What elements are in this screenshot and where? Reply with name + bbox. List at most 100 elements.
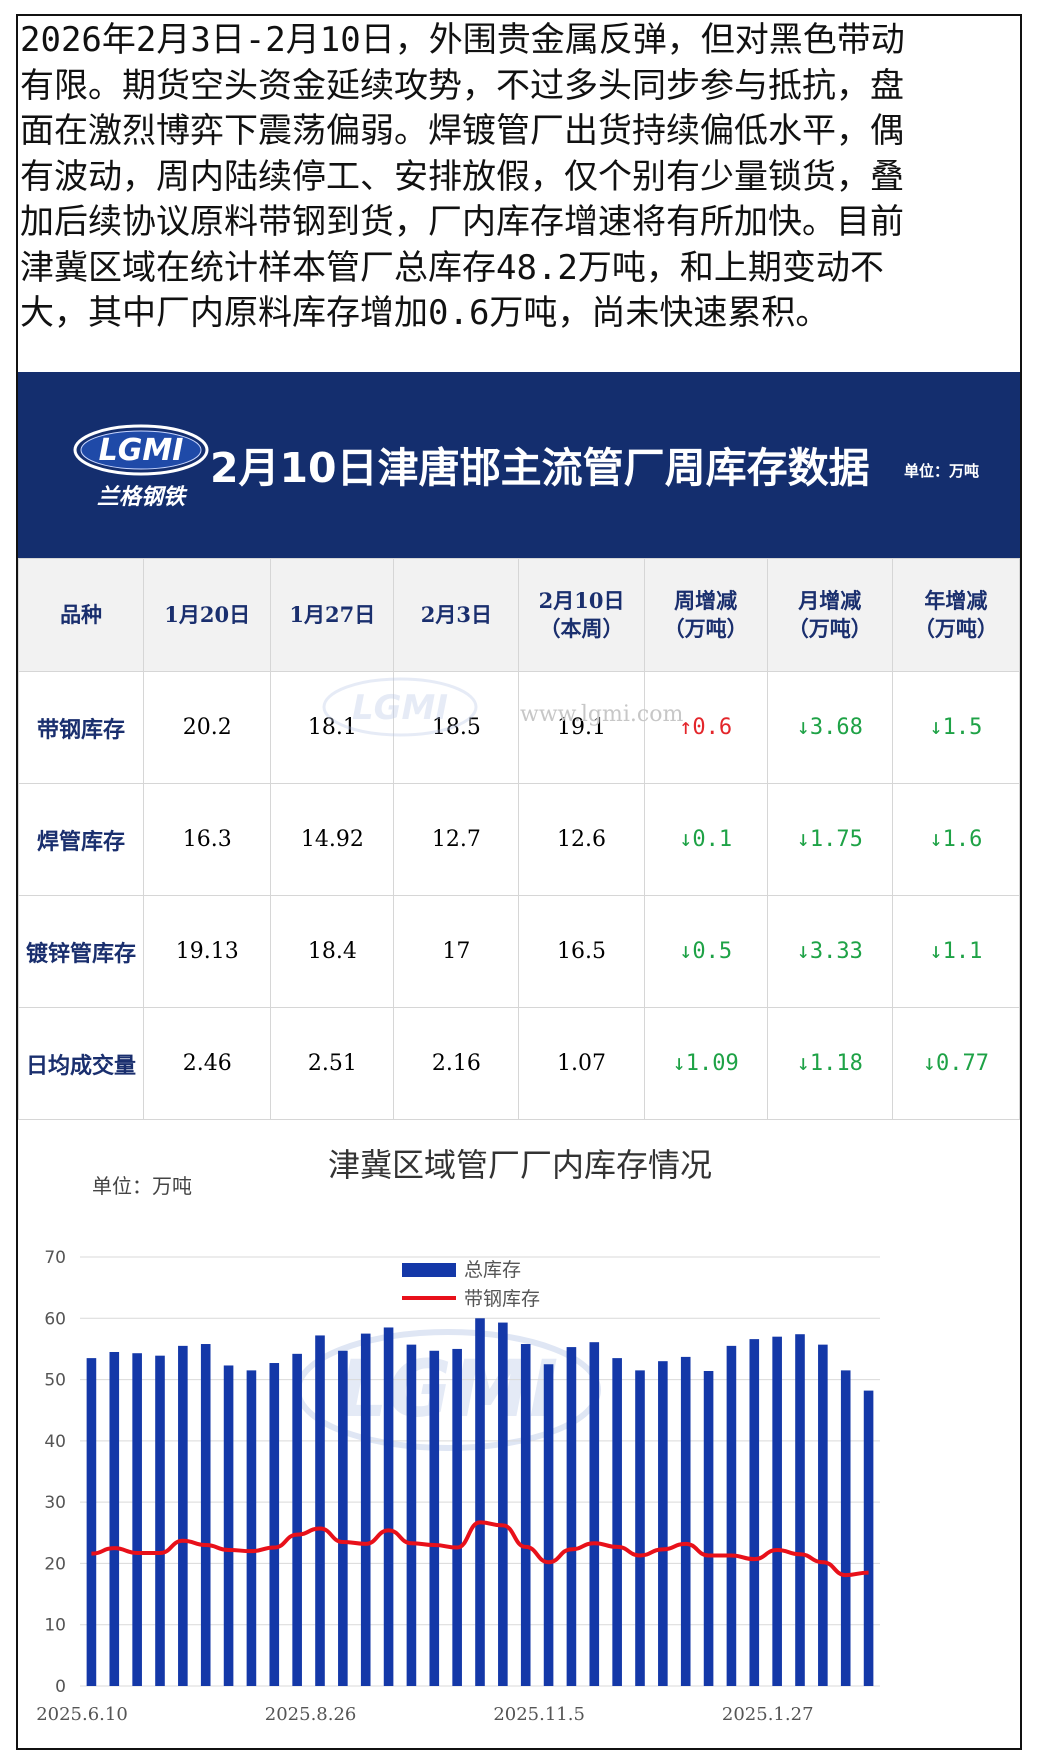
value-cell: 20.2 — [143, 671, 272, 784]
table-header-cell: 月增减 （万吨） — [766, 558, 893, 672]
bar-total-inventory — [680, 1356, 691, 1686]
table-header-cell: 品种 — [17, 558, 145, 672]
value-cell: 1.07 — [518, 1007, 645, 1120]
change-cell: ↓1.75 — [766, 783, 893, 896]
bar-total-inventory — [520, 1344, 531, 1686]
chart-unit-label: 单位：万吨 — [92, 1174, 192, 1198]
arrow-up-icon: ↑ — [679, 715, 693, 740]
header-text: 2月10日 — [538, 588, 625, 613]
change-value: 0.6 — [692, 715, 733, 740]
data-banner: LGMI 兰格钢铁 2月10日津唐邯主流管厂周库存数据 单位：万吨 — [18, 372, 1020, 558]
logo-subtext: 兰格钢铁 — [97, 484, 188, 510]
value-cell: 2.16 — [393, 1007, 520, 1120]
y-tick-label: 60 — [44, 1309, 66, 1329]
table-header-cell: 年增减 （万吨） — [891, 558, 1021, 672]
table-row: 镀锌管库存 19.13 18.4 17 16.5 ↓0.5 ↓3.33 ↓1.1 — [17, 895, 1021, 1008]
value-cell: 17 — [393, 895, 520, 1008]
change-cell: ↓0.1 — [643, 783, 768, 896]
bar-total-inventory — [132, 1353, 142, 1686]
table-header-cell: 2月3日 — [393, 558, 520, 672]
row-label: 镀锌管库存 — [17, 895, 145, 1008]
bar-total-inventory — [612, 1358, 622, 1686]
bar-total-inventory — [292, 1353, 302, 1686]
change-value: 1.1 — [942, 939, 983, 964]
bar-total-inventory — [246, 1370, 257, 1686]
header-text: （本周） — [539, 616, 624, 641]
change-cell: ↓0.77 — [891, 1007, 1021, 1120]
bar-total-inventory — [269, 1363, 280, 1686]
watermark-url: www.lgmi.com — [520, 702, 684, 727]
bar-total-inventory — [635, 1370, 645, 1686]
outer-frame — [16, 14, 1022, 1750]
change-value: 3.68 — [809, 715, 863, 740]
arrow-down-icon: ↓ — [679, 939, 693, 964]
change-value: 1.75 — [809, 827, 863, 852]
bar-total-inventory — [86, 1358, 97, 1686]
arrow-down-icon: ↓ — [672, 1051, 686, 1076]
x-tick-label: 2025.11.5 — [493, 1704, 585, 1725]
bar-total-inventory — [658, 1361, 668, 1686]
change-value: 1.18 — [809, 1051, 863, 1076]
change-cell: ↓1.6 — [891, 783, 1021, 896]
header-text: （万吨） — [787, 616, 872, 641]
change-value: 1.09 — [685, 1051, 739, 1076]
table-header-cell: 1月20日 — [143, 558, 272, 672]
x-tick-label: 2025.1.27 — [722, 1704, 814, 1725]
bar-total-inventory — [863, 1390, 874, 1686]
header-text: 月增减 — [798, 588, 862, 613]
table-header-cell: 1月27日 — [270, 558, 395, 672]
bar-total-inventory — [178, 1345, 188, 1686]
change-value: 0.5 — [692, 939, 733, 964]
bar-total-inventory — [315, 1335, 325, 1686]
bar-total-inventory — [566, 1347, 577, 1686]
arrow-down-icon: ↓ — [796, 1051, 810, 1076]
header-text: 年增减 — [924, 588, 988, 613]
watermark-logo: LGMI — [322, 677, 478, 737]
row-label: 焊管库存 — [17, 783, 145, 896]
banner-unit: 单位：万吨 — [904, 462, 980, 480]
change-cell: ↓1.09 — [643, 1007, 768, 1120]
change-value: 1.5 — [942, 715, 983, 740]
value-cell: 2.46 — [143, 1007, 272, 1120]
value-cell: 18.4 — [270, 895, 395, 1008]
x-tick-label: 2025.6.10 — [36, 1704, 128, 1725]
arrow-down-icon: ↓ — [679, 827, 693, 852]
bar-total-inventory — [429, 1350, 440, 1686]
value-cell: 12.7 — [393, 783, 520, 896]
change-cell: ↓3.68 — [766, 671, 893, 784]
table-header-row: 品种 1月20日 1月27日 2月3日 2月10日 （本周） 周增减 （万吨） 月增减 （万吨）年… — [17, 558, 1021, 672]
legend-swatch-total — [402, 1263, 456, 1277]
y-tick-label: 0 — [55, 1677, 66, 1697]
change-cell: ↓3.33 — [766, 895, 893, 1008]
table-header-cell: 周增减 （万吨） — [643, 558, 768, 672]
arrow-down-icon: ↓ — [929, 715, 943, 740]
logo-letters: LGMI — [99, 433, 184, 468]
summary-line: 2026年2月3日-2月10日，外围贵金属反弹，但对黑色带动 — [20, 20, 905, 60]
change-cell: ↓1.5 — [891, 671, 1021, 784]
y-tick-label: 70 — [44, 1248, 66, 1268]
summary-paragraph: 2026年2月3日-2月10日，外围贵金属反弹，但对黑色带动 有限。期货空头资金延… — [20, 18, 1010, 337]
change-value: 3.33 — [809, 939, 863, 964]
arrow-down-icon: ↓ — [796, 939, 810, 964]
arrow-down-icon: ↓ — [929, 827, 943, 852]
header-text: 周增减 — [674, 588, 738, 613]
summary-line: 面在激烈博弈下震荡偏弱。焊镀管厂出货持续偏低水平，偶 — [20, 111, 904, 151]
change-cell: ↓1.1 — [891, 895, 1021, 1008]
change-value: 1.6 — [942, 827, 983, 852]
header-text: （万吨） — [913, 616, 998, 641]
change-cell: ↑0.6 — [643, 671, 768, 784]
bar-total-inventory — [772, 1336, 782, 1686]
arrow-down-icon: ↓ — [796, 827, 810, 852]
bar-total-inventory — [840, 1370, 851, 1686]
summary-line: 津冀区域在统计样本管厂总库存48.2万吨，和上期变动不 — [20, 247, 884, 288]
value-cell: 2.51 — [270, 1007, 395, 1120]
summary-line: 加后续协议原料带钢到货，厂内库存增速将有所加快。目前 — [20, 202, 904, 242]
bar-total-inventory — [223, 1365, 234, 1686]
header-text: 1月20日 — [164, 602, 251, 627]
inventory-table: 品种 1月20日 1月27日 2月3日 2月10日 （本周） 周增减 （万吨） 月增减 （万吨）年… — [17, 558, 1021, 1120]
y-tick-label: 40 — [44, 1432, 66, 1452]
change-cell: ↓1.18 — [766, 1007, 893, 1120]
value-cell: 18.5 — [393, 671, 520, 784]
bar-total-inventory — [703, 1370, 714, 1686]
y-tick-label: 30 — [44, 1493, 66, 1513]
